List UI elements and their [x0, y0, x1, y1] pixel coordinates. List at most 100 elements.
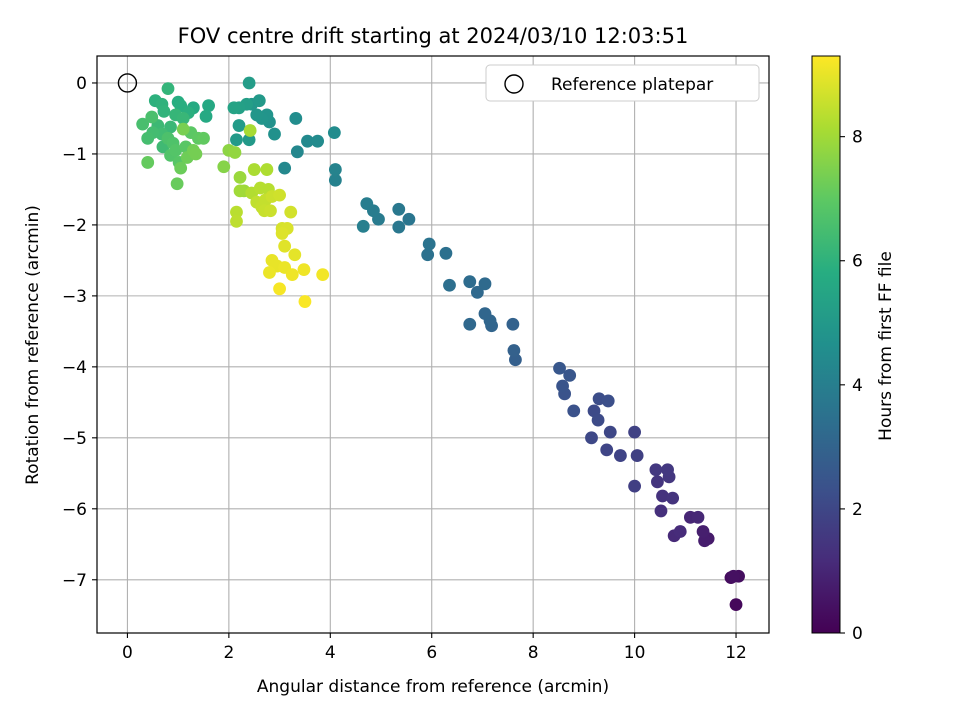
- data-point: [278, 239, 292, 253]
- data-point: [656, 489, 669, 503]
- colorbar: 0 2 4 6 8 Hours from first FF file: [811, 55, 896, 644]
- data-point: [199, 109, 213, 123]
- data-point: [230, 205, 243, 219]
- data-point: [727, 569, 740, 583]
- x-tick-label: 8: [528, 643, 539, 663]
- data-point: [232, 119, 246, 132]
- data-point: [164, 120, 177, 134]
- data-point: [252, 94, 266, 108]
- colorbar-tick-label: 6: [852, 252, 863, 272]
- legend-box: [485, 64, 760, 102]
- data-point: [227, 101, 241, 115]
- data-point: [600, 443, 614, 457]
- data-point: [285, 268, 299, 281]
- x-tick-label: 10: [624, 643, 646, 663]
- colorbar-ticks: 0 2 4 6 8: [840, 128, 863, 644]
- data-point: [585, 431, 598, 445]
- data-point: [327, 126, 341, 140]
- data-point: [392, 202, 406, 216]
- data-point: [591, 413, 605, 427]
- colorbar-tick-label: 0: [852, 624, 863, 644]
- data-point: [478, 277, 492, 291]
- data-point: [649, 463, 663, 477]
- data-point: [230, 214, 243, 228]
- data-point: [284, 205, 298, 219]
- data-point: [463, 317, 477, 331]
- data-point: [230, 133, 243, 147]
- data-point: [298, 295, 312, 308]
- data-point: [613, 449, 627, 462]
- x-ticks: 0 2 4 6 8 10 12: [122, 633, 747, 663]
- data-point: [290, 145, 304, 159]
- data-point: [189, 147, 203, 161]
- data-point: [556, 379, 569, 393]
- data-point: [478, 307, 492, 321]
- data-point: [628, 425, 641, 439]
- data-point: [567, 404, 581, 418]
- data-point: [673, 525, 687, 538]
- data-point: [443, 278, 456, 292]
- data-point: [217, 160, 231, 174]
- data-point: [263, 266, 276, 279]
- data-point: [356, 219, 370, 233]
- data-point: [729, 598, 743, 612]
- data-point: [628, 479, 641, 493]
- data-point: [297, 263, 311, 277]
- data-point: [260, 163, 274, 176]
- plot-frame: [96, 55, 770, 634]
- data-point: [507, 344, 521, 357]
- y-ticks: 0 −1 −2 −3 −4 −5 −6 −7: [62, 74, 97, 591]
- data-point: [202, 99, 215, 113]
- y-tick-label: −7: [62, 571, 87, 591]
- data-point: [275, 227, 289, 240]
- x-tick-label: 0: [122, 643, 133, 663]
- data-point: [250, 108, 264, 122]
- colorbar-label: Hours from first FF file: [876, 251, 896, 441]
- data-point: [301, 134, 314, 148]
- data-point: [360, 197, 374, 211]
- data-point: [145, 110, 159, 124]
- data-point: [288, 248, 302, 262]
- grid: [97, 56, 769, 633]
- data-point: [553, 361, 566, 375]
- data-point: [651, 475, 664, 489]
- data-point: [247, 163, 261, 176]
- data-point: [654, 504, 668, 518]
- data-point: [243, 124, 257, 137]
- data-point: [141, 131, 155, 145]
- y-tick-label: −5: [62, 429, 87, 449]
- data-point: [289, 112, 303, 125]
- data-point: [136, 117, 150, 131]
- colorbar-tick-label: 2: [852, 500, 863, 520]
- data-point: [470, 285, 484, 299]
- data-point: [197, 131, 210, 145]
- chart-title: FOV centre drift starting at 2024/03/10 …: [178, 24, 689, 48]
- colorbar-tick-label: 4: [852, 376, 863, 396]
- data-point: [316, 268, 330, 281]
- data-point: [268, 127, 281, 141]
- data-point: [273, 188, 286, 202]
- y-tick-label: −3: [62, 287, 87, 307]
- data-point: [278, 161, 292, 175]
- data-point: [666, 491, 680, 505]
- legend-marker-icon: [504, 74, 524, 94]
- data-point: [601, 394, 615, 408]
- data-point: [264, 204, 277, 218]
- data-point: [311, 134, 325, 148]
- data-point: [328, 173, 342, 187]
- colorbar-gradient: [811, 55, 841, 634]
- data-point: [273, 282, 286, 296]
- y-tick-label: 0: [76, 74, 87, 94]
- data-point: [169, 143, 183, 157]
- data-point: [696, 525, 710, 538]
- x-tick-label: 6: [426, 643, 437, 663]
- data-point: [463, 275, 477, 289]
- y-tick-label: −1: [62, 145, 87, 165]
- data-point: [174, 161, 188, 175]
- legend-entry-label: Reference platepar: [551, 75, 713, 95]
- x-tick-label: 2: [223, 643, 234, 663]
- data-point: [691, 510, 705, 524]
- data-point: [392, 220, 406, 234]
- data-point: [141, 156, 155, 169]
